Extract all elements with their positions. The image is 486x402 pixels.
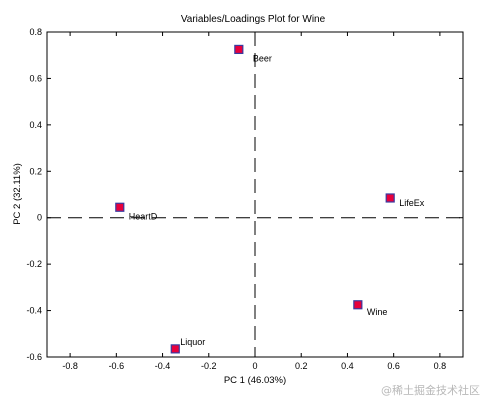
point-label-heartd: HeartD — [129, 211, 158, 221]
y-tick-label: 0.6 — [29, 73, 42, 83]
point-marker-heartd — [115, 202, 125, 212]
watermark-text: @稀土掘金技术社区 — [381, 384, 480, 397]
x-axis-ticks: -0.8 -0.6 -0.4 -0.2 0 0.2 0.4 0.6 0.8 — [62, 32, 446, 371]
y-axis-ticks: -0.6 -0.4 -0.2 0 0.2 0.4 0.6 0.8 — [26, 27, 463, 362]
y-tick-label: -0.2 — [26, 259, 42, 269]
x-tick-label: -0.6 — [109, 361, 125, 371]
x-tick-label: 0.6 — [387, 361, 400, 371]
point-marker-liquor — [170, 344, 180, 354]
x-tick-label: -0.4 — [155, 361, 171, 371]
point-label-lifeex: LifeEx — [399, 198, 425, 208]
point-label-beer: Beer — [253, 53, 272, 63]
y-axis-label: PC 2 (32.11%) — [12, 163, 23, 225]
y-tick-label: 0.4 — [29, 120, 42, 130]
x-tick-label: -0.8 — [62, 361, 78, 371]
chart-title: Variables/Loadings Plot for Wine — [181, 14, 326, 25]
y-tick-label: 0 — [37, 213, 42, 223]
point-marker-lifeex — [385, 193, 395, 203]
y-tick-label: 0.8 — [29, 27, 42, 37]
point-label-wine: Wine — [367, 307, 388, 317]
y-tick-label: 0.2 — [29, 166, 42, 176]
point-marker-wine — [353, 300, 363, 310]
x-tick-label: 0 — [252, 361, 257, 371]
point-marker-beer — [234, 44, 244, 55]
reference-lines — [47, 32, 463, 357]
x-axis-label: PC 1 (46.03%) — [224, 375, 286, 386]
x-tick-label: 0.8 — [434, 361, 447, 371]
x-tick-label: -0.2 — [201, 361, 217, 371]
y-tick-label: -0.4 — [26, 306, 42, 316]
x-tick-label: 0.2 — [295, 361, 308, 371]
y-tick-label: -0.6 — [26, 352, 42, 362]
point-label-liquor: Liquor — [180, 337, 205, 347]
data-points: Beer LifeEx HeartD Wine Liquor — [115, 44, 425, 354]
x-tick-label: 0.4 — [341, 361, 354, 371]
